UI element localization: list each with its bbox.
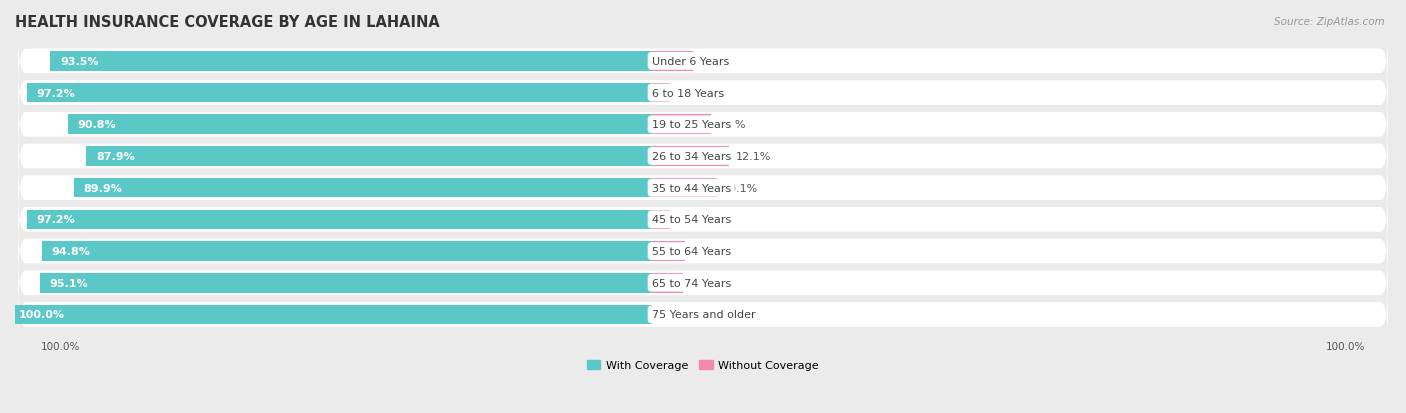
Text: 75 Years and older: 75 Years and older [651, 310, 755, 320]
FancyBboxPatch shape [18, 289, 1388, 340]
Text: 9.2%: 9.2% [717, 120, 745, 130]
FancyBboxPatch shape [18, 68, 1388, 119]
Bar [651, 273, 683, 293]
Text: 93.5%: 93.5% [60, 57, 98, 67]
Text: 65 to 74 Years: 65 to 74 Years [651, 278, 731, 288]
Text: 35 to 44 Years: 35 to 44 Years [651, 183, 731, 193]
Bar [651, 83, 669, 103]
Text: 55 to 64 Years: 55 to 64 Years [651, 247, 731, 256]
FancyBboxPatch shape [18, 131, 1388, 182]
Bar [42, 242, 651, 261]
Text: 2.8%: 2.8% [676, 88, 704, 98]
FancyBboxPatch shape [18, 163, 1388, 214]
Bar [67, 115, 651, 135]
Bar [651, 210, 669, 230]
Text: 0.0%: 0.0% [658, 310, 686, 320]
Bar [651, 147, 730, 166]
Bar [27, 83, 651, 103]
Bar [651, 178, 717, 198]
Bar [651, 242, 685, 261]
Text: 89.9%: 89.9% [83, 183, 122, 193]
FancyBboxPatch shape [18, 100, 1388, 151]
Text: 100.0%: 100.0% [18, 310, 65, 320]
Legend: With Coverage, Without Coverage: With Coverage, Without Coverage [582, 356, 824, 375]
Text: 12.1%: 12.1% [735, 152, 770, 161]
Text: 6 to 18 Years: 6 to 18 Years [651, 88, 724, 98]
Bar [86, 147, 651, 166]
Text: 95.1%: 95.1% [49, 278, 89, 288]
Bar [73, 178, 651, 198]
Text: 4.9%: 4.9% [689, 278, 718, 288]
Text: 97.2%: 97.2% [37, 215, 75, 225]
Text: Under 6 Years: Under 6 Years [651, 57, 728, 67]
Text: 10.1%: 10.1% [723, 183, 758, 193]
Text: 97.2%: 97.2% [37, 88, 75, 98]
FancyBboxPatch shape [18, 257, 1388, 309]
Text: 26 to 34 Years: 26 to 34 Years [651, 152, 731, 161]
Bar [51, 52, 651, 71]
Text: 19 to 25 Years: 19 to 25 Years [651, 120, 731, 130]
Bar [651, 52, 693, 71]
Text: 90.8%: 90.8% [77, 120, 117, 130]
Text: HEALTH INSURANCE COVERAGE BY AGE IN LAHAINA: HEALTH INSURANCE COVERAGE BY AGE IN LAHA… [15, 15, 440, 30]
Bar [27, 210, 651, 230]
Text: 5.2%: 5.2% [692, 247, 720, 256]
Bar [8, 305, 651, 325]
FancyBboxPatch shape [18, 36, 1388, 87]
FancyBboxPatch shape [18, 194, 1388, 245]
Bar [41, 273, 651, 293]
FancyBboxPatch shape [18, 226, 1388, 277]
Text: 94.8%: 94.8% [52, 247, 90, 256]
Text: 87.9%: 87.9% [96, 152, 135, 161]
Text: 2.8%: 2.8% [676, 215, 704, 225]
Text: 6.5%: 6.5% [700, 57, 728, 67]
Bar [651, 115, 710, 135]
Text: Source: ZipAtlas.com: Source: ZipAtlas.com [1274, 17, 1385, 26]
Text: 45 to 54 Years: 45 to 54 Years [651, 215, 731, 225]
